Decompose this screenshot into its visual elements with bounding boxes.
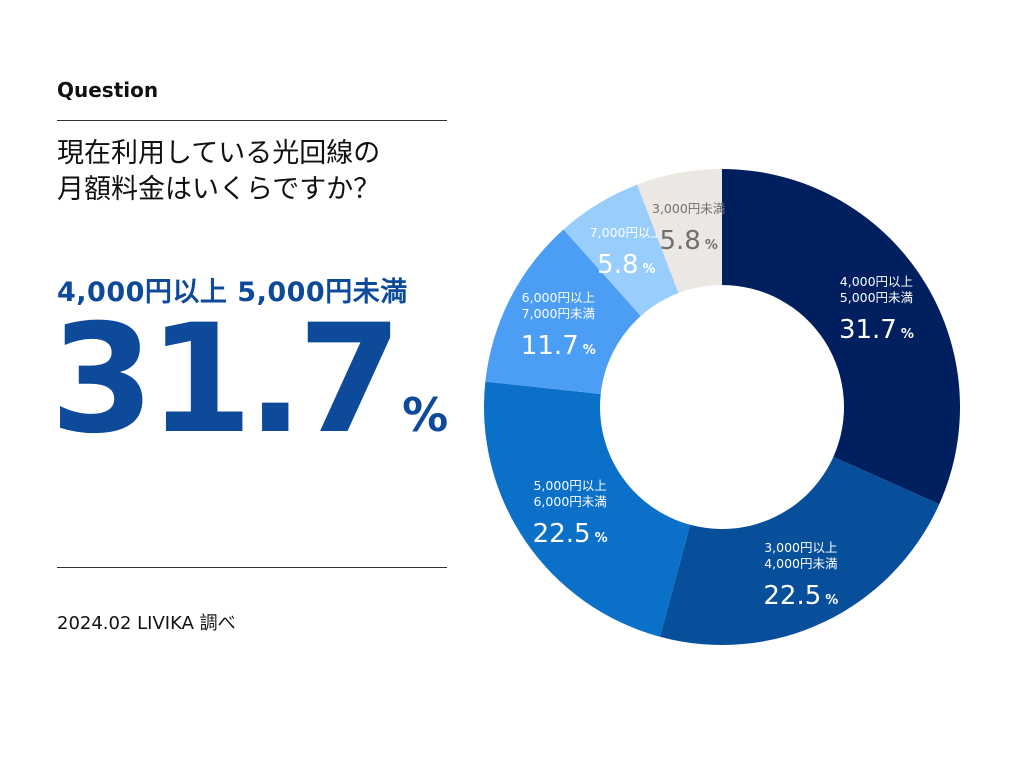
highlight-range: 4,000円以上 5,000円未満 [57, 277, 408, 308]
slice-value-label: 5.8% [659, 226, 717, 256]
slice-category-label: 3,000円未満 [652, 201, 725, 216]
slice-category-label: 4,000円未満 [764, 556, 837, 571]
donut-slice-4 [563, 184, 679, 316]
slice-value-label: 22.5% [533, 519, 608, 549]
slice-category-label: 7,000円未満 [522, 306, 595, 321]
highlight-percentage: 31.7% [50, 305, 448, 455]
question-text: 現在利用している光回線の 月額料金はいくらですか？ [57, 136, 457, 208]
slice-value-label: 5.8% [597, 250, 655, 280]
slice-category-label: 7,000円以上 [590, 225, 663, 240]
slice-category-label: 6,000円以上 [522, 290, 595, 305]
slice-category-label: 5,000円未満 [840, 290, 913, 305]
source-note: 2024.02 LIVIKA 調べ [57, 613, 236, 634]
donut-slice-1 [659, 456, 940, 645]
question-line-2: 月額料金はいくらですか？ [57, 174, 381, 205]
divider-top [57, 120, 447, 121]
slice-value-label: 11.7% [521, 331, 596, 361]
donut-slice-5 [637, 169, 722, 294]
question-line-1: 現在利用している光回線の [57, 138, 381, 169]
donut-slice-3 [485, 229, 641, 394]
slice-value-label: 22.5% [763, 581, 838, 611]
question-label: Question [57, 78, 159, 102]
donut-slice-2 [484, 381, 691, 637]
slice-label-5: 3,000円未満 5.8% [652, 201, 725, 256]
slice-category-label: 3,000円以上 [764, 540, 837, 555]
slice-category-label: 4,000円以上 [840, 274, 913, 289]
divider-bottom [57, 567, 447, 568]
slice-category-label: 6,000円未満 [533, 494, 606, 509]
highlight-value: 31.7 [50, 293, 402, 467]
slice-label-4: 7,000円以上 5.8% [590, 225, 663, 280]
slice-value-label: 31.7% [839, 315, 914, 345]
slice-category-label: 5,000円以上 [533, 478, 606, 493]
highlight-unit: % [402, 388, 449, 442]
donut-slice-0 [722, 169, 960, 505]
